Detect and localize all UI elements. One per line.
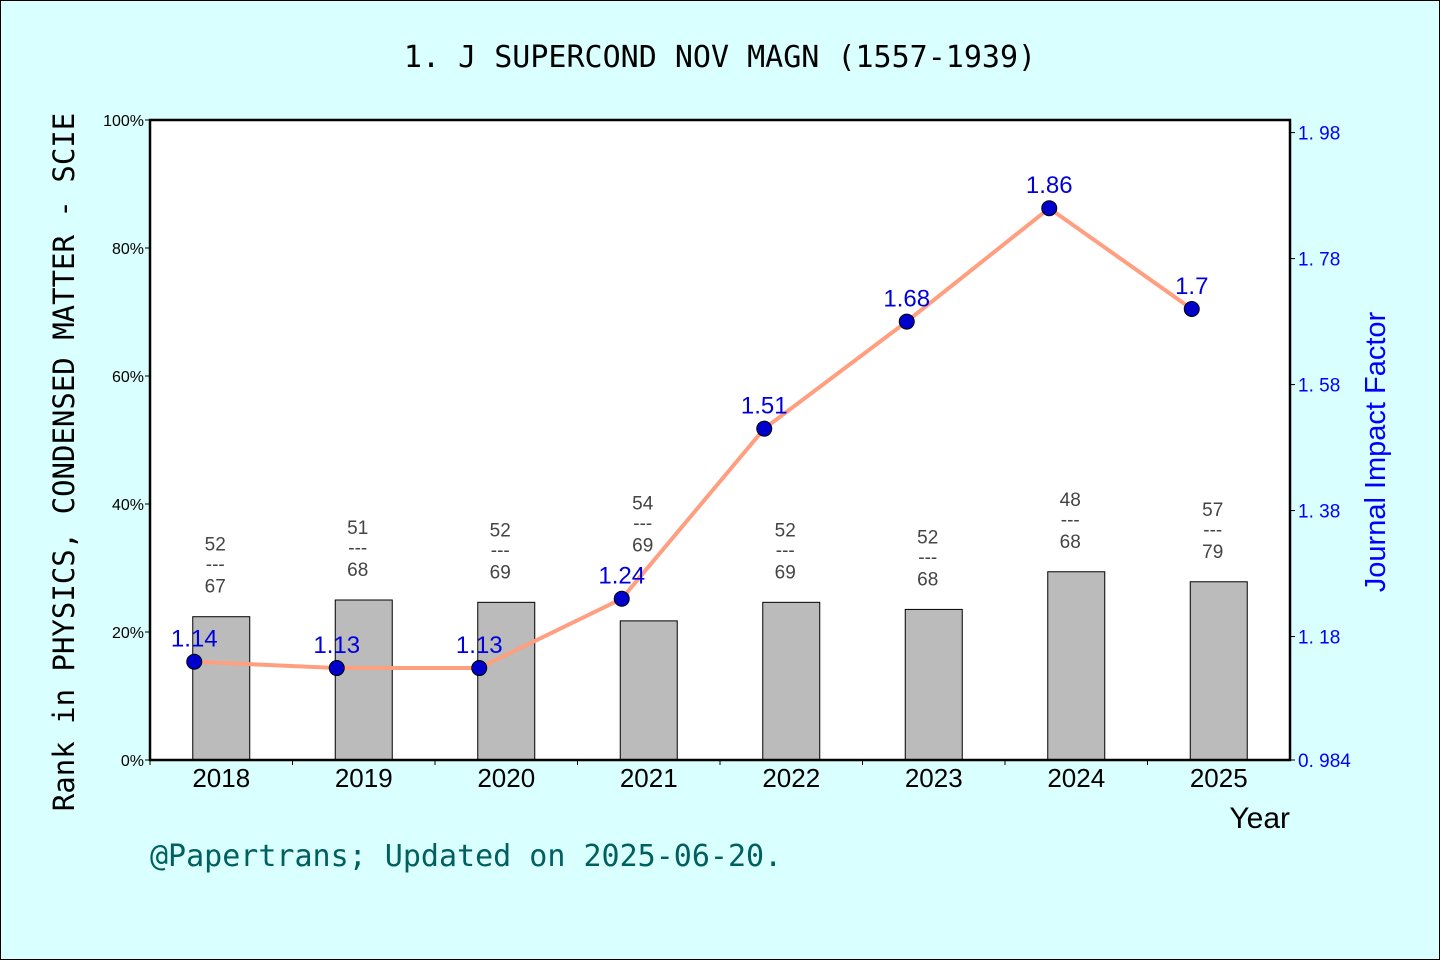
x-tick-label-2021: 2021 [620,763,678,793]
jif-label: 1.24 [598,563,645,590]
bar-total-label: 79 [1202,542,1223,563]
y-left-tick-label: 20% [112,625,144,642]
jif-point-2018 [186,653,203,670]
bar-total-label: 68 [917,569,938,590]
y-left-tick-label: 0% [121,753,144,770]
x-tick-label-2025: 2025 [1190,763,1248,793]
y-left-tick-label: 100% [103,113,144,130]
y-left-tick-label: 40% [112,497,144,514]
jif-point-2023 [898,313,915,330]
x-tick-label-2022: 2022 [762,763,820,793]
bar-fraction-line: --- [491,540,510,561]
jif-point-2025 [1183,300,1200,317]
bar-rank-label: 52 [917,527,938,548]
jif-label: 1.86 [1026,172,1073,199]
jif-point-2024 [1041,200,1058,217]
jif-point-2022 [756,420,773,437]
bar-total-label: 67 [205,577,226,598]
y-right-tick-label: 0. 984 [1298,751,1351,772]
jif-point-2020 [471,660,488,677]
bar-total-label: 69 [632,536,653,557]
bar-2024 [1047,571,1106,761]
bar-2021 [619,620,678,761]
bar-2020 [477,601,536,761]
y-right-tick-label: 1. 18 [1298,628,1340,649]
x-tick-label-2020: 2020 [477,763,535,793]
jif-point-2019 [328,660,345,677]
bar-rank-label: 52 [775,520,796,541]
bar-total-label: 68 [1060,532,1081,553]
jif-label: 1.68 [883,286,930,313]
jif-label: 1.7 [1175,273,1208,300]
bar-2023 [904,608,963,761]
x-tick-label-2024: 2024 [1047,763,1105,793]
bar-rank-label: 57 [1202,500,1223,521]
bar-2025 [1189,581,1248,761]
bar-fraction-line: --- [1061,510,1080,531]
jif-line [194,205,1193,671]
y-right-tick-label: 1. 38 [1298,502,1340,523]
plot-area [150,120,1290,760]
y-right-tick-label: 1. 98 [1298,124,1340,145]
y-axis-left-label: Rank in PHYSICS, CONDENSED MATTER - SCIE [47,113,81,811]
x-tick-label-2019: 2019 [335,763,393,793]
bar-2022 [762,601,821,761]
jif-label: 1.51 [741,393,788,420]
jif-label: 1.14 [171,626,218,653]
x-tick-label-2023: 2023 [905,763,963,793]
y-right-tick-label: 1. 78 [1298,250,1340,271]
bar-fraction-line: --- [633,514,652,535]
y-left-tick-label: 60% [112,369,144,386]
bar-total-label: 68 [347,560,368,581]
bar-2019 [334,599,393,761]
y-axis-right-label: Journal Impact Factor [1360,311,1392,592]
bar-fraction-line: --- [776,540,795,561]
chart-title: 1. J SUPERCOND NOV MAGN (1557-1939) [404,40,1036,75]
bar-rank-label: 52 [205,535,226,556]
bar-rank-label: 54 [632,494,654,515]
jif-point-2021 [613,590,630,607]
y-right-tick-label: 1. 58 [1298,376,1340,397]
bar-fraction-line: --- [206,555,225,576]
x-tick-label-2018: 2018 [192,763,250,793]
footer-credit: @Papertrans; Updated on 2025-06-20. [150,839,782,874]
bar-fraction-line: --- [918,547,937,568]
bar-fraction-line: --- [348,538,367,559]
bar-total-label: 69 [775,562,796,583]
bar-rank-label: 52 [490,520,511,541]
jif-label: 1.13 [313,632,360,659]
bar-rank-label: 51 [347,518,368,539]
bar-rank-label: 48 [1060,490,1081,511]
x-axis-label: Year [1229,802,1290,835]
y-left-tick-label: 80% [112,241,144,258]
bar-total-label: 69 [490,562,511,583]
jif-label: 1.13 [456,632,503,659]
bar-fraction-line: --- [1203,520,1222,541]
